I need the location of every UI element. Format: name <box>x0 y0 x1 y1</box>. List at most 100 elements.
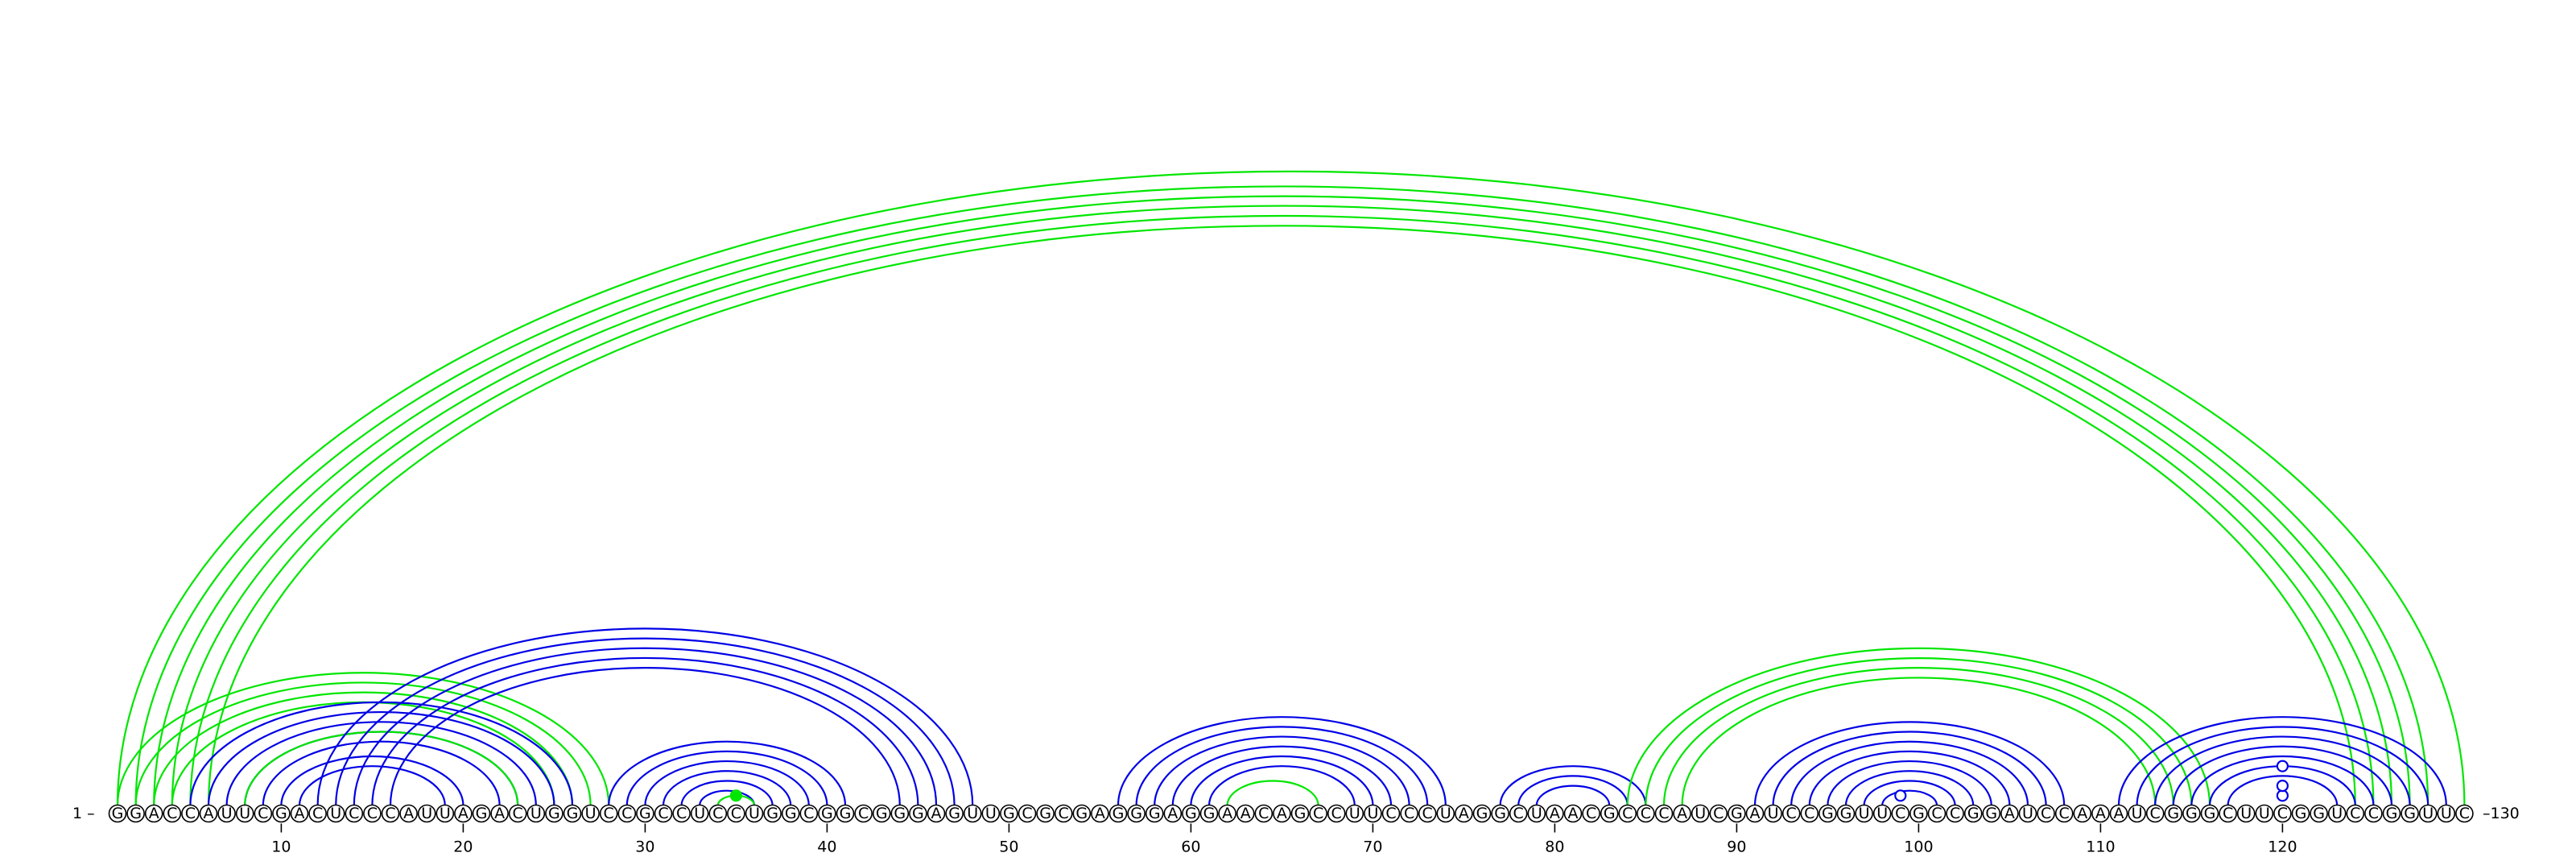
nucleotide: C <box>363 804 382 823</box>
nucleotide-circle <box>1455 804 1473 823</box>
nucleotide: G <box>2291 804 2310 823</box>
arc-primary-9-22 <box>262 740 501 806</box>
arc-primary-112-128 <box>2136 726 2429 806</box>
nucleotide-letter: G <box>1840 805 1852 822</box>
nucleotide: C <box>308 804 327 823</box>
tick-label: 60 <box>1181 838 1200 856</box>
nucleotide-letter: C <box>676 805 687 822</box>
nucleotide-circle <box>1781 804 1801 823</box>
nucleotide-circle <box>1927 804 1946 823</box>
arc-primary-5-26 <box>189 701 574 806</box>
nucleotide-letter: U <box>2422 805 2434 822</box>
nucleotide: C <box>1654 804 1674 823</box>
nucleotide: G <box>1818 804 1837 823</box>
nucleotide-circle <box>2273 804 2292 823</box>
nucleotide: C <box>2219 804 2237 823</box>
nucleotide-letter: G <box>1476 805 1488 822</box>
nucleotide-circle <box>2109 804 2128 823</box>
nucleotide-circle <box>2128 804 2146 823</box>
nucleotide: C <box>2455 804 2474 823</box>
nucleotide: U <box>417 804 436 823</box>
nucleotide-letter: C <box>2459 805 2470 822</box>
nucleotide-letter: U <box>440 805 451 822</box>
nucleotide: C <box>2037 804 2055 823</box>
nucleotide: C <box>617 804 637 823</box>
nucleotide-circle <box>727 804 745 823</box>
tick-label: 40 <box>817 838 836 856</box>
arc-secondary-2-128 <box>134 185 2429 806</box>
nucleotide: G <box>1127 804 1146 823</box>
nucleotide: C <box>1054 804 1073 823</box>
nucleotide: C <box>345 804 364 823</box>
nucleotide: G <box>836 804 855 823</box>
nucleotide: U <box>745 804 764 823</box>
nucleotide-circle <box>1982 804 2001 823</box>
nucleotide-circle <box>1600 804 1619 823</box>
nucleotide-circle <box>1091 804 1109 823</box>
nucleotide-letter: A <box>1095 805 1105 822</box>
nucleotide-letter: C <box>731 805 741 822</box>
pair-marker-98-100 <box>1894 789 1907 802</box>
nucleotide-letter: U <box>1859 805 1870 822</box>
nucleotide-circle <box>909 804 927 823</box>
nucleotide-circle <box>308 804 327 823</box>
nucleotide: C <box>854 804 873 823</box>
nucleotide-circle <box>1036 804 1055 823</box>
nucleotide-letter: G <box>948 805 960 822</box>
nucleotide-circle <box>1182 804 1200 823</box>
nucleotide-circle <box>1163 804 1183 823</box>
nucleotide: A <box>2073 804 2092 823</box>
nucleotide-letter: A <box>403 805 414 822</box>
nucleotide-letter: G <box>567 805 579 822</box>
nucleotide-letter: A <box>1241 805 1251 822</box>
nucleotide-letter: C <box>1513 805 1524 822</box>
nucleotide-circle <box>545 804 564 823</box>
nucleotide: U <box>1345 804 1364 823</box>
nucleotide: A <box>490 804 509 823</box>
nucleotide-circle <box>2401 804 2419 823</box>
nucleotide: U <box>2236 804 2256 823</box>
nucleotide-circle <box>235 804 254 823</box>
arc-secondary-62-67 <box>1226 780 1319 806</box>
nucleotide-letter: A <box>494 805 505 822</box>
nucleotide-letter: A <box>931 805 942 822</box>
arc-secondary-3-26 <box>153 691 574 806</box>
nucleotide: G <box>909 804 927 823</box>
nucleotide-circle <box>1509 804 1528 823</box>
nucleotide-letter: C <box>1059 805 1069 822</box>
nucleotide-circle <box>1418 804 1437 823</box>
arc-secondary-5-125 <box>189 214 2375 806</box>
arc-primary-30-39 <box>644 760 810 806</box>
nucleotide-circle <box>1400 804 1418 823</box>
arc-primary-29-40 <box>625 750 828 806</box>
nucleotide-letter: A <box>149 805 159 822</box>
nucleotide-letter: G <box>1113 805 1125 822</box>
nucleotide-letter: C <box>367 805 378 822</box>
nucleotide: A <box>2091 804 2110 823</box>
nucleotide-letter: U <box>221 805 233 822</box>
nucleotide-circle <box>181 804 200 823</box>
nucleotide: U <box>1436 804 1455 823</box>
nucleotide-circle <box>1381 804 1401 823</box>
pair-marker-118-122 <box>2276 779 2289 793</box>
nucleotide: G <box>1036 804 1055 823</box>
nucleotide-circle <box>2346 804 2365 823</box>
nucleotide: A <box>1273 804 1291 823</box>
nucleotide: U <box>436 804 455 823</box>
nucleotide-letter: U <box>2132 805 2143 822</box>
nucleotide: C <box>1018 804 1037 823</box>
nucleotide-letter: C <box>349 805 359 822</box>
nucleotide-letter: U <box>2022 805 2033 822</box>
nucleotide-circle <box>2310 804 2328 823</box>
nucleotide-circle <box>1618 804 1637 823</box>
nucleotide-letter: C <box>712 805 723 822</box>
nucleotide-circle <box>290 804 309 823</box>
nucleotide-circle <box>1364 804 1382 823</box>
sequence-start-label: 1 – <box>72 805 95 822</box>
nucleotide: U <box>1690 804 1710 823</box>
nucleotide-letter: C <box>2059 805 2070 822</box>
pair-marker-116-124 <box>2276 760 2289 772</box>
nucleotide: U <box>1872 804 1892 823</box>
